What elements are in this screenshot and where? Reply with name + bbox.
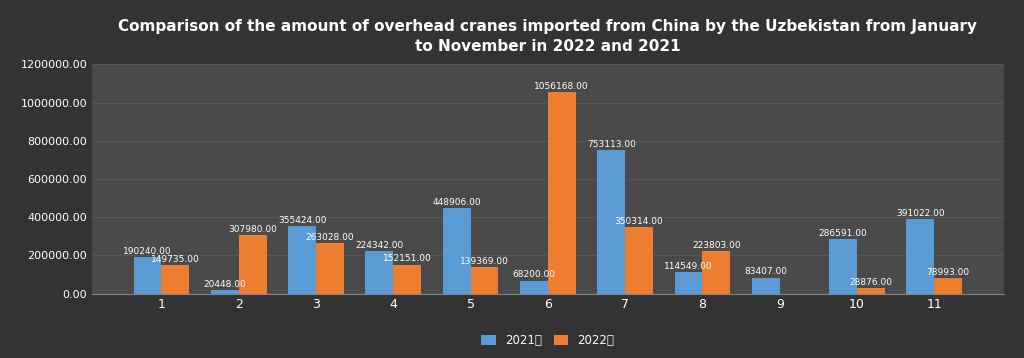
Text: 223803.00: 223803.00 [692, 241, 740, 250]
Text: 448906.00: 448906.00 [432, 198, 481, 207]
Text: 1056168.00: 1056168.00 [535, 82, 589, 91]
Text: 83407.00: 83407.00 [744, 267, 787, 276]
Bar [162, 265, 189, 294]
Bar [752, 278, 779, 294]
Bar [393, 265, 421, 294]
Bar [597, 150, 625, 294]
Bar [520, 281, 548, 294]
Bar [442, 208, 471, 294]
Text: 152151.00: 152151.00 [383, 255, 431, 263]
Text: 286591.00: 286591.00 [819, 229, 867, 238]
Bar [366, 251, 393, 294]
Text: 114549.00: 114549.00 [665, 262, 713, 271]
Bar [934, 279, 963, 294]
Bar [133, 257, 162, 294]
Text: 68200.00: 68200.00 [512, 270, 555, 279]
Bar [675, 272, 702, 294]
Legend: 2021年, 2022年: 2021年, 2022年 [477, 329, 618, 352]
Bar [829, 239, 857, 294]
Bar [471, 267, 499, 294]
Bar [548, 92, 575, 294]
Bar [288, 226, 316, 294]
Title: Comparison of the amount of overhead cranes imported from China by the Uzbekista: Comparison of the amount of overhead cra… [119, 19, 977, 54]
Text: 78993.00: 78993.00 [927, 268, 970, 277]
Bar [316, 243, 344, 294]
Bar [857, 288, 885, 294]
Text: 350314.00: 350314.00 [614, 217, 664, 226]
Text: 190240.00: 190240.00 [123, 247, 172, 256]
Bar [211, 290, 239, 294]
Bar [906, 219, 934, 294]
Text: 20448.00: 20448.00 [204, 280, 246, 289]
Text: 28876.00: 28876.00 [849, 278, 892, 287]
Text: 355424.00: 355424.00 [278, 216, 327, 224]
Text: 263028.00: 263028.00 [305, 233, 354, 242]
Text: 753113.00: 753113.00 [587, 140, 636, 149]
Bar [702, 251, 730, 294]
Text: 139369.00: 139369.00 [460, 257, 509, 266]
Text: 224342.00: 224342.00 [355, 241, 403, 250]
Text: 391022.00: 391022.00 [896, 209, 945, 218]
Bar [239, 235, 266, 294]
Bar [625, 227, 653, 294]
Text: 307980.00: 307980.00 [228, 224, 278, 234]
Text: 149735.00: 149735.00 [151, 255, 200, 264]
